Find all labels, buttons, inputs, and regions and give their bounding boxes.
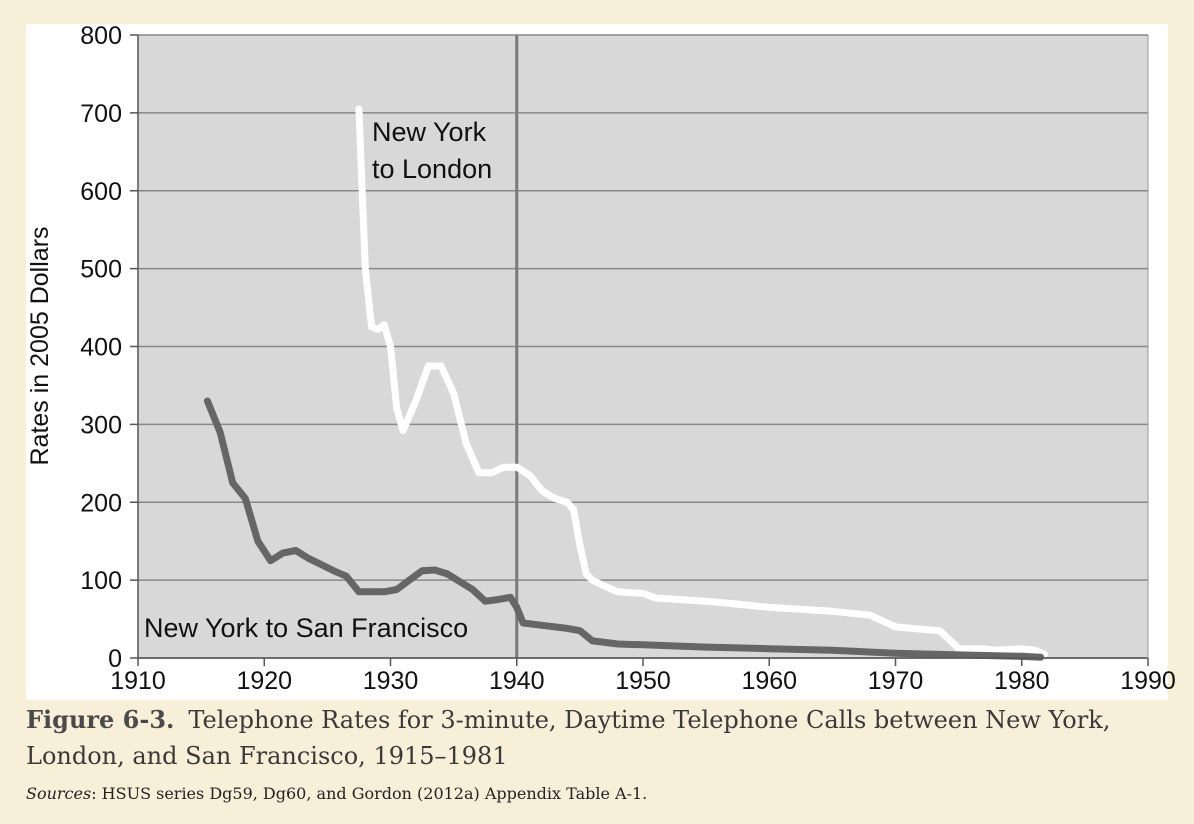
x-tick-label-1950: 1950 <box>615 667 671 695</box>
y-tick-label-100: 100 <box>80 567 122 595</box>
y-tick-label-600: 600 <box>80 178 122 206</box>
series-label-new-york-to-san-francisco: New York to San Francisco <box>144 613 468 643</box>
x-tick-label-1920: 1920 <box>236 667 292 695</box>
x-tick-label-1930: 1930 <box>363 667 419 695</box>
y-tick-label-500: 500 <box>80 256 122 284</box>
y-tick-label-800: 800 <box>80 22 122 50</box>
y-tick-label-400: 400 <box>80 334 122 362</box>
x-tick-label-1960: 1960 <box>741 667 797 695</box>
y-tick-label-200: 200 <box>80 489 122 517</box>
series-annotations: New York to London New York to San Francis… <box>144 117 492 643</box>
sources-text: : HSUS series Dg59, Dg60, and Gordon (20… <box>91 784 648 803</box>
figure-caption: Figure 6-3. Telephone Rates for 3-minute,… <box>26 702 1176 774</box>
series-layer <box>203 105 1048 661</box>
figure-caption-text: Telephone Rates for 3-minute, Daytime Te… <box>26 706 1111 770</box>
series-label-new-york-to-london-line-2: to London <box>372 154 492 184</box>
y-axis-ticks: 0 100 200 300 400 500 600 700 800 <box>80 22 138 673</box>
line-chart: 1910 1920 1930 1940 1950 1960 1970 1980 1990 0 10… <box>26 22 1176 700</box>
x-tick-label-1910: 1910 <box>110 667 166 695</box>
x-tick-label-1970: 1970 <box>868 667 924 695</box>
y-tick-label-0: 0 <box>108 645 122 673</box>
y-tick-label-700: 700 <box>80 100 122 128</box>
gridlines <box>138 34 1148 659</box>
series-line-new-york-to-london <box>355 105 1048 658</box>
series-line-new-york-to-san-francisco <box>203 397 1045 661</box>
x-tick-label-1940: 1940 <box>489 667 545 695</box>
figure-sources: Sources: HSUS series Dg59, Dg60, and Gor… <box>26 784 1176 803</box>
x-tick-label-1990: 1990 <box>1120 667 1176 695</box>
figure-number: Figure 6-3. <box>26 705 175 734</box>
y-axis-title: Rates in 2005 Dollars <box>26 226 54 465</box>
x-axis-ticks: 1910 1920 1930 1940 1950 1960 1970 1980 1990 <box>110 658 1176 695</box>
y-tick-label-300: 300 <box>80 411 122 439</box>
sources-label: Sources <box>26 784 92 803</box>
series-label-new-york-to-london-line-1: New York <box>372 117 487 147</box>
x-tick-label-1980: 1980 <box>994 667 1050 695</box>
